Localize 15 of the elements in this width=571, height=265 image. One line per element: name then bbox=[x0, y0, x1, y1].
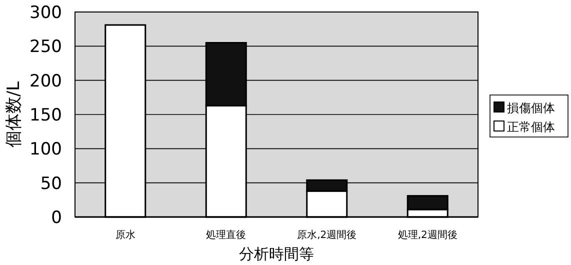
y-axis-title: 個体数/L bbox=[4, 80, 24, 148]
x-tick-label: 原水 bbox=[115, 229, 136, 241]
y-tick-label: 250 bbox=[30, 37, 62, 58]
legend-label: 損傷個体 bbox=[507, 101, 555, 115]
y-tick-label: 100 bbox=[30, 140, 62, 160]
legend-label: 正常個体 bbox=[507, 120, 555, 134]
y-tick-label: 50 bbox=[40, 174, 62, 194]
x-tick-label: 処理直後 bbox=[206, 229, 246, 241]
y-tick-label: 200 bbox=[30, 71, 62, 92]
y-tick-label: 0 bbox=[51, 208, 62, 228]
x-axis-title: 分析時間等 bbox=[239, 245, 314, 263]
y-tick-label: 300 bbox=[30, 3, 62, 23]
x-tick-label: 原水,2週間後 bbox=[297, 229, 357, 241]
x-tick-label: 処理,2週間後 bbox=[398, 229, 458, 241]
y-tick-label: 150 bbox=[30, 106, 62, 126]
